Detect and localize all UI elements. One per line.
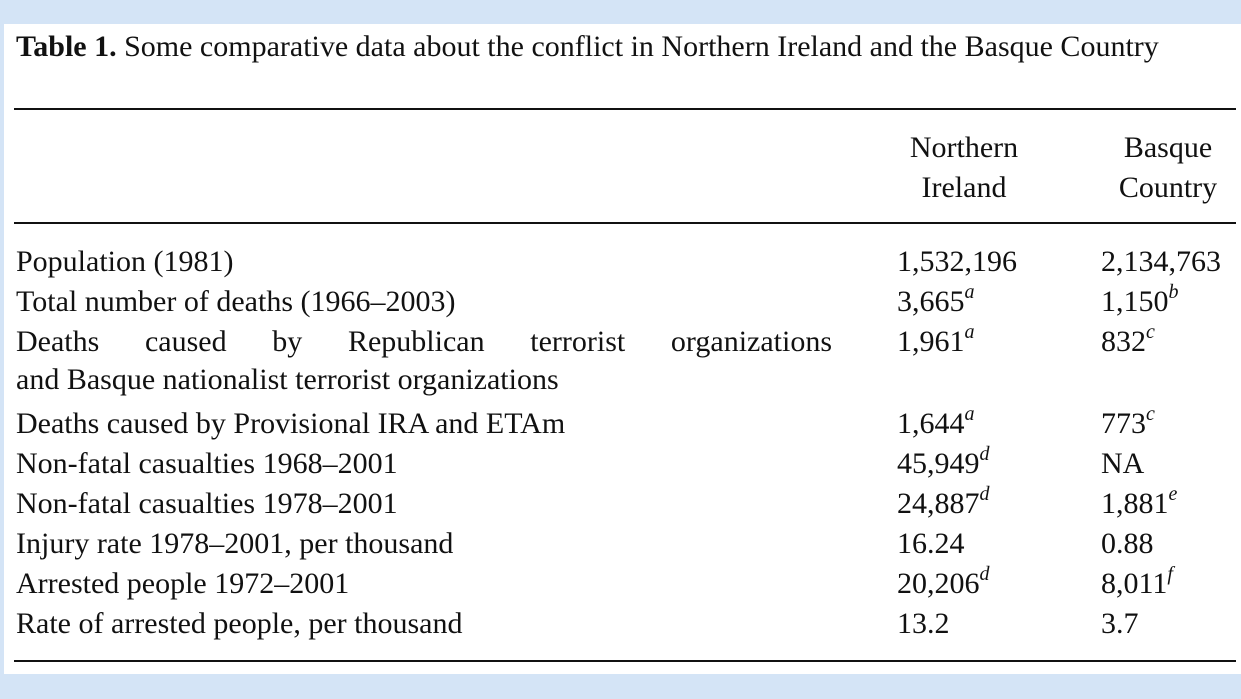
row-label: Injury rate 1978–2001, per thousand	[16, 527, 454, 560]
cell-basque-country: 3.7	[1101, 608, 1139, 640]
cell-northern-ireland: 1,644a	[897, 404, 975, 440]
footnote-marker: c	[1146, 321, 1155, 343]
caption-label: Table 1.	[16, 30, 117, 63]
cell-basque-country: 0.88	[1101, 528, 1154, 560]
footnote-marker: b	[1168, 281, 1179, 303]
footnote-marker: a	[964, 321, 975, 343]
cell-basque-country: 773c	[1101, 404, 1155, 440]
row-label: Non-fatal casualties 1968–2001	[16, 447, 398, 480]
column-header-northern-ireland: Northern Ireland	[888, 128, 1040, 208]
cell-value: NA	[1101, 447, 1145, 480]
footnote-marker: a	[964, 403, 975, 425]
cell-northern-ireland: 13.2	[897, 608, 950, 640]
cell-northern-ireland: 3,665a	[897, 282, 975, 318]
cell-northern-ireland: 24,887d	[897, 484, 990, 520]
cell-value: 1,961	[897, 325, 965, 358]
cell-basque-country: 2,134,763	[1101, 246, 1221, 278]
column-header-line: Northern	[909, 131, 1019, 164]
footnote-marker: d	[979, 563, 990, 585]
cell-basque-country: 1,881e	[1101, 484, 1177, 520]
cell-value: 1,532,196	[897, 245, 1017, 278]
cell-value: 8,011	[1101, 567, 1168, 600]
column-header-line: Country	[1118, 171, 1218, 204]
cell-northern-ireland: 1,961a	[897, 322, 975, 358]
footnote-marker: e	[1168, 483, 1178, 505]
footnote-marker: f	[1167, 563, 1173, 585]
row-label: Deaths caused by Provisional IRA and ETA…	[16, 407, 566, 440]
table-caption: Table 1. Some comparative data about the…	[16, 30, 1234, 64]
footnote-marker: c	[1146, 403, 1155, 425]
footnote-marker: d	[979, 483, 990, 505]
cell-value: 16.24	[897, 527, 965, 560]
column-header-basque-country: Basque Country	[1098, 128, 1238, 208]
header-rule	[14, 222, 1236, 224]
row-label-continuation: and Basque nationalist terrorist organiz…	[16, 363, 559, 396]
cell-value: 1,644	[897, 407, 965, 440]
cell-northern-ireland: 16.24	[897, 528, 965, 560]
cell-value: 1,881	[1101, 487, 1169, 520]
cell-value: 0.88	[1101, 527, 1154, 560]
column-header-line: Ireland	[921, 171, 1007, 204]
cell-value: 3.7	[1101, 607, 1139, 640]
footnote-marker: a	[964, 281, 975, 303]
top-rule	[14, 108, 1236, 110]
row-label: Arrested people 1972–2001	[16, 567, 350, 600]
cell-value: 45,949	[897, 447, 980, 480]
bottom-rule	[14, 660, 1236, 662]
cell-value: 24,887	[897, 487, 980, 520]
row-label: Total number of deaths (1966–2003)	[16, 285, 456, 318]
cell-basque-country: 8,011f	[1101, 564, 1173, 600]
row-label: Population (1981)	[16, 245, 234, 278]
cell-basque-country: 832c	[1101, 322, 1155, 358]
cell-value: 3,665	[897, 285, 965, 318]
cell-basque-country: 1,150b	[1101, 282, 1179, 318]
cell-value: 773	[1101, 407, 1146, 440]
cell-value: 1,150	[1101, 285, 1169, 318]
cell-value: 832	[1101, 325, 1146, 358]
cell-basque-country: NA	[1101, 448, 1144, 480]
footnote-marker: d	[979, 443, 990, 465]
cell-value: 2,134,763	[1101, 245, 1221, 278]
caption-text: Some comparative data about the conflict…	[124, 30, 1159, 63]
row-label: Rate of arrested people, per thousand	[16, 607, 463, 640]
table-page: Table 1. Some comparative data about the…	[4, 24, 1241, 674]
column-header-line: Basque	[1123, 131, 1213, 164]
cell-value: 20,206	[897, 567, 980, 600]
cell-value: 13.2	[897, 607, 950, 640]
row-label: Deaths caused by Republican terrorist or…	[16, 325, 832, 358]
cell-northern-ireland: 1,532,196	[897, 246, 1017, 278]
cell-northern-ireland: 20,206d	[897, 564, 990, 600]
row-label: Non-fatal casualties 1978–2001	[16, 487, 398, 520]
cell-northern-ireland: 45,949d	[897, 444, 990, 480]
